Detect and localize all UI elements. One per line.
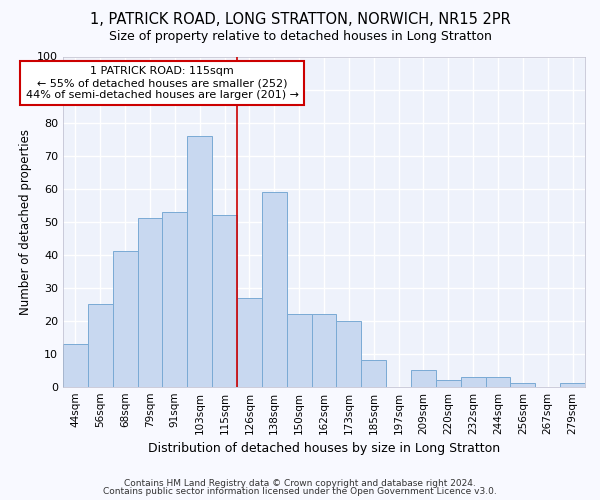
Bar xyxy=(361,360,386,386)
Bar xyxy=(485,377,511,386)
Bar xyxy=(560,384,585,386)
Bar xyxy=(436,380,461,386)
Bar xyxy=(287,314,311,386)
X-axis label: Distribution of detached houses by size in Long Stratton: Distribution of detached houses by size … xyxy=(148,442,500,455)
Bar xyxy=(461,377,485,386)
Text: 1, PATRICK ROAD, LONG STRATTON, NORWICH, NR15 2PR: 1, PATRICK ROAD, LONG STRATTON, NORWICH,… xyxy=(89,12,511,28)
Bar xyxy=(311,314,337,386)
Bar xyxy=(163,212,187,386)
Bar xyxy=(187,136,212,386)
Bar xyxy=(63,344,88,387)
Bar xyxy=(137,218,163,386)
Y-axis label: Number of detached properties: Number of detached properties xyxy=(19,128,32,314)
Bar xyxy=(511,384,535,386)
Bar xyxy=(262,192,287,386)
Bar xyxy=(113,252,137,386)
Bar xyxy=(337,320,361,386)
Text: Contains HM Land Registry data © Crown copyright and database right 2024.: Contains HM Land Registry data © Crown c… xyxy=(124,478,476,488)
Bar xyxy=(411,370,436,386)
Bar xyxy=(88,304,113,386)
Bar xyxy=(212,215,237,386)
Bar xyxy=(237,298,262,386)
Text: 1 PATRICK ROAD: 115sqm
← 55% of detached houses are smaller (252)
44% of semi-de: 1 PATRICK ROAD: 115sqm ← 55% of detached… xyxy=(26,66,299,100)
Text: Size of property relative to detached houses in Long Stratton: Size of property relative to detached ho… xyxy=(109,30,491,43)
Text: Contains public sector information licensed under the Open Government Licence v3: Contains public sector information licen… xyxy=(103,487,497,496)
